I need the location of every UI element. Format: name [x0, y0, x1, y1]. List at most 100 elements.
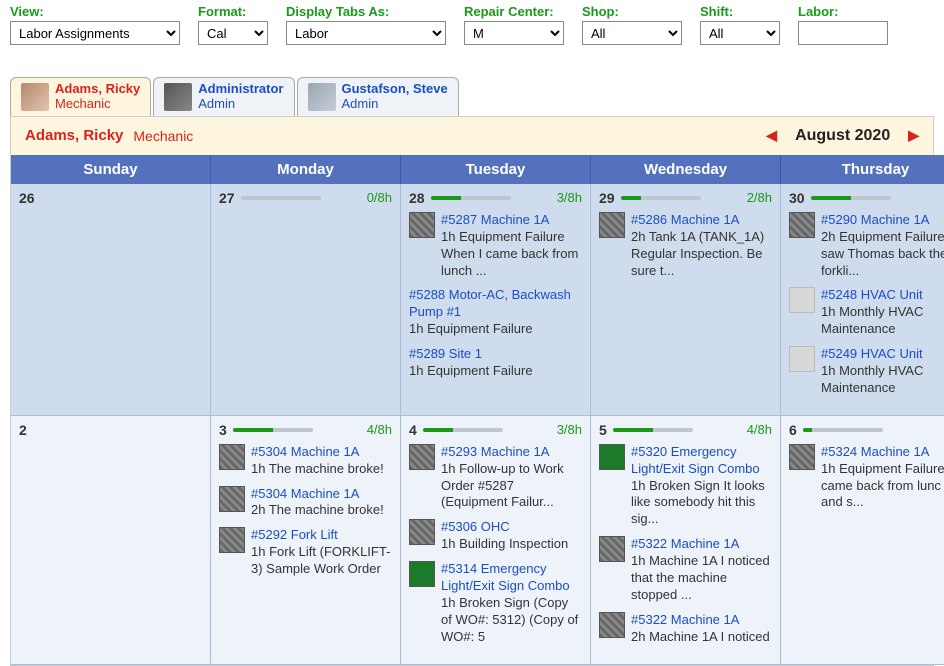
date-number: 4	[409, 422, 417, 438]
calendar-cell[interactable]: 292/8h#5286 Machine 1A2h Tank 1A (TANK_1…	[591, 184, 781, 416]
work-order-text: 1h Broken Sign (Copy of WO#: 5312) (Copy…	[441, 595, 582, 646]
work-order-thumb	[789, 212, 815, 238]
work-order-link[interactable]: #5287 Machine 1A	[441, 212, 582, 229]
hours-text: 4/8h	[367, 422, 392, 437]
date-number: 5	[599, 422, 607, 438]
work-order-link[interactable]: #5292 Fork Lift	[251, 527, 392, 544]
panel-header: Adams, Ricky Mechanic ◀ August 2020 ▶	[11, 117, 933, 155]
work-order-link[interactable]: #5304 Machine 1A	[251, 444, 392, 461]
hours-text: 4/8h	[747, 422, 772, 437]
work-order: #5293 Machine 1A1h Follow-up to Work Ord…	[409, 444, 582, 512]
calendar-cell[interactable]: 5 4/8h #5320 Emergency Light/Exit Sign Com…	[591, 416, 781, 665]
panel-user-role: Mechanic	[133, 128, 193, 144]
calendar-cell[interactable]: 27 0/8h	[211, 184, 401, 416]
work-order-link[interactable]: #5286 Machine 1A	[631, 212, 772, 229]
cell-top: 2	[19, 422, 202, 438]
calendar-cell[interactable]: 34/8h#5304 Machine 1A1h The machine brok…	[211, 416, 401, 665]
next-month-arrow[interactable]: ▶	[908, 127, 919, 144]
work-order-text: 1h Monthly HVAC Maintenance	[821, 363, 944, 397]
work-order-thumb	[219, 486, 245, 512]
calendar-cell[interactable]: 61/#5324 Machine 1A1h Equipment Failure …	[781, 416, 944, 665]
work-order-body: #5286 Machine 1A2h Tank 1A (TANK_1A) Reg…	[631, 212, 772, 280]
cell-top: 4 3/8h	[409, 422, 582, 438]
filter-labor: Labor:	[798, 4, 888, 45]
tab-role: Admin	[342, 97, 448, 112]
work-order-link[interactable]: #5324 Machine 1A	[821, 444, 944, 461]
hours-bar	[613, 428, 693, 432]
work-order: #5249 HVAC Unit1h Monthly HVAC Maintenan…	[789, 346, 944, 397]
work-order-body: #5292 Fork Lift1h Fork Lift (FORKLIFT-3)…	[251, 527, 392, 578]
work-order: #5304 Machine 1A2h The machine broke!	[219, 486, 392, 520]
work-order-link[interactable]: #5288 Motor-AC, Backwash Pump #1	[409, 287, 582, 321]
view-select[interactable]: Labor Assignments	[10, 21, 180, 45]
work-order-thumb	[409, 519, 435, 545]
work-order-text: 1h Equipment Failure came back from lunc…	[821, 461, 944, 512]
tab-role: Admin	[198, 97, 283, 112]
work-order-link[interactable]: #5304 Machine 1A	[251, 486, 392, 503]
work-order-text: 1h Equipment Failure	[409, 363, 582, 380]
calendar-cell[interactable]: 4 3/8h #5293 Machine 1A1h Follow-up to Wor…	[401, 416, 591, 665]
work-order-link[interactable]: #5314 Emergency Light/Exit Sign Combo	[441, 561, 582, 595]
cell-top: 304/	[789, 190, 944, 206]
user-tab[interactable]: AdministratorAdmin	[153, 77, 294, 116]
work-order-link[interactable]: #5322 Machine 1A	[631, 536, 772, 553]
date-number: 28	[409, 190, 425, 206]
work-order-text: 1h The machine broke!	[251, 461, 392, 478]
work-order-body: #5249 HVAC Unit1h Monthly HVAC Maintenan…	[821, 346, 944, 397]
work-order-link[interactable]: #5290 Machine 1A	[821, 212, 944, 229]
work-order: #5320 Emergency Light/Exit Sign Combo1h …	[599, 444, 772, 528]
work-order-body: #5322 Machine 1A2h Machine 1A I noticed	[631, 612, 772, 646]
tab-name: Adams, Ricky	[55, 82, 140, 97]
day-header: Tuesday	[401, 155, 591, 184]
user-tab[interactable]: Adams, RickyMechanic	[10, 77, 151, 116]
work-order-text: 2h Machine 1A I noticed	[631, 629, 772, 646]
tab-who: Gustafson, SteveAdmin	[342, 82, 448, 112]
work-order-thumb	[789, 287, 815, 313]
calendar-cell[interactable]: 26	[11, 184, 211, 416]
work-order-link[interactable]: #5248 HVAC Unit	[821, 287, 944, 304]
month-label: August 2020	[795, 127, 890, 145]
work-order: #5286 Machine 1A2h Tank 1A (TANK_1A) Reg…	[599, 212, 772, 280]
work-order-link[interactable]: #5322 Machine 1A	[631, 612, 772, 629]
shop-select[interactable]: All	[582, 21, 682, 45]
hours-text: 0/8h	[367, 190, 392, 205]
repair-center-select[interactable]: M	[464, 21, 564, 45]
hours-text: 3/8h	[557, 422, 582, 437]
calendar-cell[interactable]: 283/8h#5287 Machine 1A1h Equipment Failu…	[401, 184, 591, 416]
avatar	[308, 83, 336, 111]
work-order-link[interactable]: #5289 Site 1	[409, 346, 582, 363]
calendar-cell[interactable]: 2	[11, 416, 211, 665]
format-select[interactable]: Cal	[198, 21, 268, 45]
work-order-link[interactable]: #5306 OHC	[441, 519, 582, 536]
work-order-link[interactable]: #5249 HVAC Unit	[821, 346, 944, 363]
work-order-thumb	[599, 612, 625, 638]
display-tabs-select[interactable]: Labor	[286, 21, 446, 45]
hours-bar	[233, 428, 313, 432]
filter-display-tabs-label: Display Tabs As:	[286, 4, 446, 19]
work-order-link[interactable]: #5293 Machine 1A	[441, 444, 582, 461]
calendar-cell[interactable]: 304/ #5290 Machine 1A2h Equipment Failure…	[781, 184, 944, 416]
work-order-body: #5287 Machine 1A1h Equipment Failure Whe…	[441, 212, 582, 280]
work-order-link[interactable]: #5320 Emergency Light/Exit Sign Combo	[631, 444, 772, 478]
filter-labor-label: Labor:	[798, 4, 888, 19]
work-order: #5248 HVAC Unit1h Monthly HVAC Maintenan…	[789, 287, 944, 338]
work-order-thumb	[409, 444, 435, 470]
user-tab[interactable]: Gustafson, SteveAdmin	[297, 77, 459, 116]
prev-month-arrow[interactable]: ◀	[766, 127, 777, 144]
work-order: #5290 Machine 1A2h Equipment Failure saw…	[789, 212, 944, 280]
shift-select[interactable]: All	[700, 21, 780, 45]
date-number: 26	[19, 190, 35, 206]
hours-bar	[803, 428, 883, 432]
work-order-text: 2h The machine broke!	[251, 502, 392, 519]
work-order-thumb	[599, 444, 625, 470]
filter-display-tabs: Display Tabs As: Labor	[286, 4, 446, 45]
date-number: 27	[219, 190, 235, 206]
labor-input[interactable]	[798, 21, 888, 45]
work-order-thumb	[789, 444, 815, 470]
work-order-thumb	[599, 212, 625, 238]
work-order: #5304 Machine 1A1h The machine broke!	[219, 444, 392, 478]
date-number: 3	[219, 422, 227, 438]
filter-view-label: View:	[10, 4, 180, 19]
filter-shop: Shop: All	[582, 4, 682, 45]
hours-text: 3/8h	[557, 190, 582, 205]
